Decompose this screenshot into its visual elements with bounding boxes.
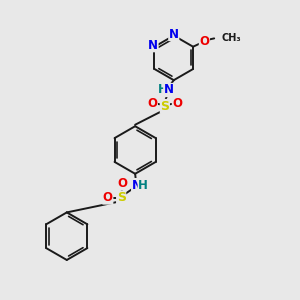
Text: S: S: [160, 100, 169, 112]
Text: O: O: [103, 191, 113, 204]
Text: N: N: [169, 28, 179, 40]
Text: N: N: [132, 178, 142, 192]
Text: H: H: [138, 178, 148, 192]
Text: O: O: [200, 35, 209, 48]
Text: O: O: [147, 97, 158, 110]
Text: CH₃: CH₃: [221, 33, 241, 43]
Text: O: O: [118, 177, 128, 190]
Text: O: O: [172, 97, 182, 110]
Text: N: N: [148, 39, 158, 52]
Text: N: N: [164, 83, 174, 97]
Text: S: S: [117, 191, 126, 204]
Text: H: H: [158, 83, 168, 97]
